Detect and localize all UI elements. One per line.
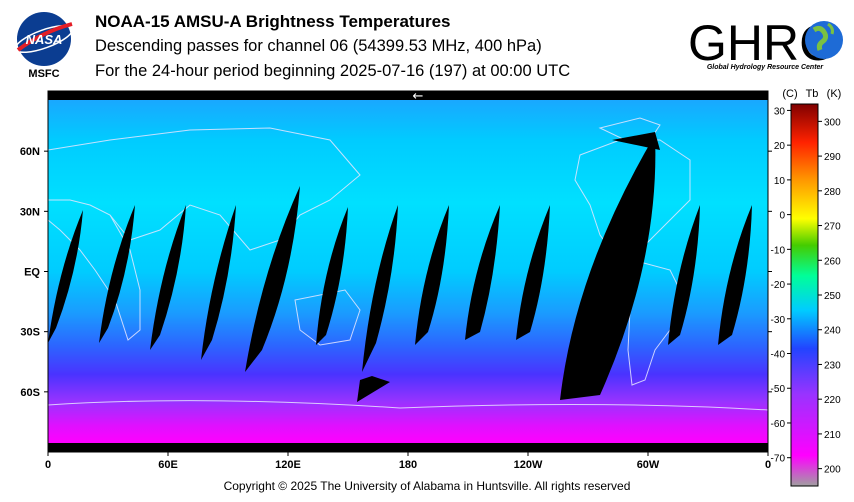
data-gaps [48,132,752,402]
x-tick-label: 60W [637,459,660,471]
copyright-notice: Copyright © 2025 The University of Alaba… [223,479,631,493]
colorbar-celsius-label: -20 [771,280,786,291]
colorbar-celsius-label: -60 [771,419,786,430]
x-tick-label: 120E [275,459,301,471]
colorbar-celsius-label: -50 [771,384,786,395]
colorbar-kelvin-label: 240 [824,326,841,337]
colorbar-header-c: (C) [782,88,797,100]
colorbar-kelvin-label: 260 [824,256,841,267]
y-tick-label: 60N [20,146,40,158]
colorbar-kelvin-label: 270 [824,222,841,233]
colorbar-kelvin-axis: 300 290 280 270 260 250 240 230 220 210 200 [818,117,841,476]
y-tick-label: 30S [20,327,40,339]
colorbar-celsius-label: -10 [771,245,786,256]
colorbar-kelvin-label: 280 [824,187,841,198]
colorbar-kelvin-label: 200 [824,465,841,476]
colorbar-header-k: (K) [827,88,842,100]
msfc-label: MSFC [28,68,60,80]
nasa-logo-text: NASA [26,32,63,47]
colorbar-header-tb: Tb [806,88,819,100]
nasa-logo: NASA [14,12,74,66]
colorbar-celsius-label: 30 [774,106,786,117]
chart-period: For the 24-hour period beginning 2025-07… [95,62,571,80]
colorbar-celsius-label: 0 [779,211,785,222]
y-tick-label: EQ [24,267,40,279]
colorbar-kelvin-label: 290 [824,152,841,163]
y-tick-label: 60S [20,387,40,399]
map-top-band [48,91,768,100]
colorbar-celsius-label: -30 [771,315,786,326]
map-bottom-band [48,443,768,452]
ghrc-logo: GHRC [688,15,843,66]
colorbar-kelvin-label: 210 [824,430,841,441]
chart-title: NOAA-15 AMSU-A Brightness Temperatures [95,12,451,31]
ghrc-subtitle: Global Hydrology Resource Center [706,64,824,71]
y-tick-label: 30N [20,206,40,218]
temperature-field [48,100,768,443]
colorbar-celsius-label: 10 [774,176,786,187]
y-axis: 60N 30N EQ 30S 60S [20,146,772,399]
x-tick-label: 120W [514,459,543,471]
chart-subtitle: Descending passes for channel 06 (54399.… [95,37,542,55]
colorbar-celsius-axis: 30 20 10 0 -10 -20 -30 -40 -50 -60 -70 [771,106,791,465]
colorbar-kelvin-label: 220 [824,395,841,406]
x-axis: 0 60E 120E 180 120W 60W 0 [45,452,771,471]
x-tick-label: 180 [399,459,417,471]
colorbar-celsius-label: 20 [774,141,786,152]
x-tick-label: 60E [158,459,178,471]
x-tick-label: 0 [45,459,51,471]
colorbar [790,103,819,487]
colorbar-celsius-label: -70 [771,454,786,465]
x-tick-label: 0 [765,459,771,471]
colorbar-kelvin-label: 300 [824,117,841,128]
colorbar-kelvin-label: 250 [824,291,841,302]
orbit-direction-arrow: ← [413,89,424,104]
colorbar-kelvin-label: 230 [824,360,841,371]
colorbar-celsius-label: -40 [771,350,786,361]
